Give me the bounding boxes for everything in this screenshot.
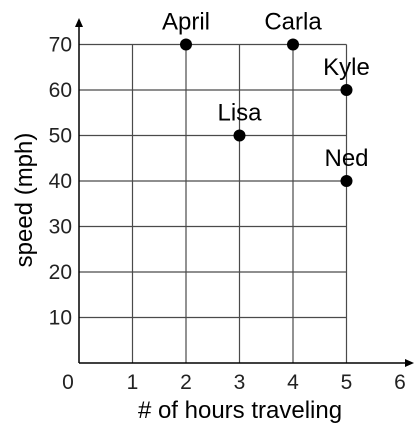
- x-tick-label: 5: [341, 371, 353, 394]
- data-point-label: Ned: [324, 145, 368, 172]
- grid: [79, 43, 348, 363]
- axes: [75, 18, 414, 367]
- data-point: [340, 84, 353, 96]
- data-point-label: Lisa: [217, 100, 262, 127]
- x-tick-label: 2: [180, 371, 192, 394]
- data-point-label: Kyle: [323, 54, 370, 81]
- y-tick-label: 60: [49, 79, 72, 102]
- tick-labels: 0 1 2 3 4 5 6 10 20 30 40 50 60 70: [49, 34, 406, 395]
- y-tick-label: 20: [49, 261, 72, 284]
- data-point: [233, 129, 246, 142]
- data-point-label: April: [162, 9, 210, 36]
- y-tick-label: 10: [49, 307, 72, 330]
- x-axis-arrow-icon: [405, 359, 414, 367]
- y-tick-label: 50: [49, 125, 72, 148]
- data-point: [180, 38, 192, 51]
- x-tick-label: 3: [234, 371, 246, 394]
- y-tick-label: 70: [49, 34, 72, 57]
- data-point: [287, 38, 299, 51]
- x-tick-label: 6: [394, 371, 406, 394]
- y-tick-label: 30: [49, 216, 72, 239]
- data-point-label: Carla: [264, 9, 322, 36]
- data-point: [340, 175, 353, 187]
- x-tick-label: 0: [62, 371, 74, 394]
- y-axis-arrow-icon: [75, 18, 83, 27]
- y-tick-label: 40: [49, 170, 72, 193]
- x-axis-label: # of hours traveling: [138, 397, 342, 424]
- x-tick-label: 4: [287, 371, 299, 394]
- y-axis-label: speed (mph): [11, 133, 38, 268]
- x-tick-label: 1: [127, 371, 139, 394]
